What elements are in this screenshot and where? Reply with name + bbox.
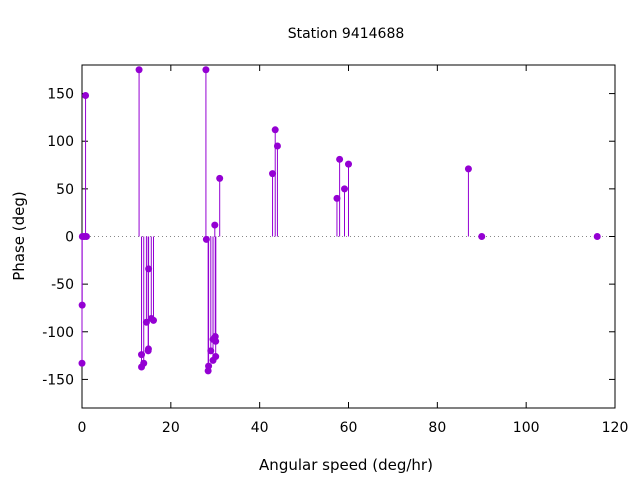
y-tick-label: -50 (51, 277, 74, 293)
data-point (145, 265, 153, 273)
data-point (478, 233, 486, 240)
data-point (78, 301, 86, 309)
data-point (82, 233, 90, 240)
data-point (341, 185, 349, 193)
x-tick-label: 60 (340, 420, 358, 436)
data-point (464, 165, 472, 173)
y-tick-label: -100 (42, 325, 74, 341)
data-point (269, 170, 277, 178)
y-tick-label: 0 (65, 230, 74, 246)
y-tick-label: -150 (42, 372, 74, 388)
x-tick-label: 40 (251, 420, 269, 436)
data-point (345, 160, 352, 168)
x-tick-label: 20 (162, 420, 180, 436)
data-point (216, 174, 224, 182)
data-point (78, 359, 86, 367)
chart-title: Station 9414688 (288, 26, 405, 42)
data-point (205, 362, 213, 370)
data-point (333, 194, 341, 202)
data-marks (78, 66, 601, 375)
axis-ticks: 0 20 40 60 80 100 120 -150 -100 -50 0 50 100 150 (42, 65, 628, 436)
data-point (336, 155, 344, 163)
x-axis-label: Angular speed (deg/hr) (259, 456, 433, 474)
data-point (212, 353, 220, 361)
y-tick-label: 100 (47, 134, 74, 150)
x-tick-label: 100 (513, 420, 540, 436)
data-point (273, 142, 281, 150)
data-point (202, 66, 210, 74)
data-point (271, 126, 279, 134)
y-axis-label: Phase (deg) (10, 191, 28, 281)
x-tick-label: 80 (428, 420, 446, 436)
data-point (211, 221, 219, 229)
data-point (82, 91, 90, 99)
data-point (135, 66, 143, 74)
data-point (593, 233, 601, 240)
y-tick-label: 50 (56, 182, 74, 198)
data-point (140, 359, 148, 367)
data-point (150, 316, 158, 324)
y-tick-label: 150 (47, 87, 74, 103)
x-tick-label: 120 (602, 420, 629, 436)
x-tick-label: 0 (78, 420, 87, 436)
data-point (144, 345, 152, 353)
